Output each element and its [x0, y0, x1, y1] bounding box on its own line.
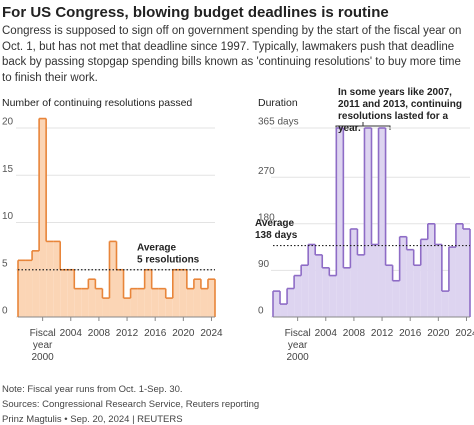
bar [350, 228, 358, 317]
bar [95, 288, 103, 317]
bar [18, 260, 26, 317]
y-tick-label: 90 [258, 259, 270, 270]
bar [46, 241, 54, 317]
x-tick-label: 2008 [342, 328, 366, 339]
bar [329, 275, 337, 317]
bar [315, 254, 323, 317]
chart-title: Duration [258, 97, 298, 109]
x-tick-label: 2020 [172, 328, 195, 339]
bar [273, 291, 281, 317]
bar [172, 269, 180, 317]
y-tick-label: 0 [2, 306, 8, 317]
bar [392, 280, 400, 317]
bar [53, 241, 61, 317]
bar [102, 298, 110, 317]
bar [179, 269, 187, 317]
bar [343, 267, 351, 317]
average-label: 138 days [255, 230, 298, 241]
byline: Prinz Magtulis • Sep. 20, 2024 | REUTERS [2, 414, 183, 425]
bar [413, 265, 421, 317]
bar [165, 298, 173, 317]
bar [371, 244, 379, 317]
y-tick-label: 10 [2, 211, 14, 222]
x-tick-label: Fiscal year 2000 [29, 328, 56, 363]
x-tick-label: Fiscal year 2000 [284, 328, 311, 363]
y-tick-label: 0 [258, 306, 264, 317]
x-tick-label: 2004 [314, 328, 337, 339]
average-label: 5 resolutions [137, 254, 200, 265]
bar [378, 128, 386, 317]
title: For US Congress, blowing budget deadline… [2, 4, 389, 21]
y-tick-label: 270 [258, 166, 275, 177]
note: Note: Fiscal year runs from Oct. 1-Sep. … [2, 384, 183, 395]
bar [25, 260, 33, 317]
y-tick-label: 15 [2, 164, 14, 175]
bar [39, 118, 47, 317]
bar [123, 298, 131, 317]
annotation: In some years like 2007, 2011 and 2013, … [338, 87, 462, 134]
bar [88, 279, 96, 317]
bar [32, 250, 40, 317]
x-tick-label: 2016 [144, 328, 167, 339]
bar [357, 254, 365, 317]
bar [301, 265, 309, 317]
bar [158, 288, 166, 317]
y-tick-label: 5 [2, 258, 8, 269]
x-tick-label: 2024 [455, 328, 474, 339]
bar [441, 291, 449, 317]
x-tick-label: 2012 [370, 328, 394, 339]
x-tick-label: 2012 [115, 328, 139, 339]
x-tick-label: 2004 [59, 328, 82, 339]
average-label: Average [255, 218, 295, 229]
bar [336, 128, 344, 317]
bar [144, 269, 152, 317]
average-label: Average [137, 242, 177, 253]
bar [207, 279, 215, 317]
bar [193, 279, 201, 317]
subtitle: Congress is supposed to sign off on gove… [2, 25, 462, 84]
bar [294, 275, 302, 317]
bar [399, 236, 407, 317]
bar [287, 288, 295, 317]
bar [322, 267, 330, 317]
y-tick-label: 365 days [258, 117, 299, 128]
bar [420, 239, 428, 317]
bar [385, 265, 393, 317]
chart-title: Number of continuing resolutions passed [2, 97, 193, 109]
y-tick-label: 180 [258, 212, 275, 223]
bar [116, 269, 124, 317]
x-tick-label: 2024 [200, 328, 223, 339]
bar [280, 304, 288, 317]
x-tick-label: 2008 [87, 328, 111, 339]
bar [434, 244, 442, 317]
sources: Sources: Congressional Research Service,… [2, 399, 260, 410]
bar [455, 223, 463, 317]
bar [137, 288, 145, 317]
bar [427, 223, 435, 317]
bar [67, 269, 75, 317]
bar [60, 269, 68, 317]
bar [130, 288, 138, 317]
bar [186, 288, 194, 317]
bar [406, 249, 414, 317]
y-tick-label: 20 [2, 117, 14, 128]
x-tick-label: 2020 [427, 328, 450, 339]
bar [81, 288, 89, 317]
bar [109, 241, 117, 317]
bar [308, 244, 316, 317]
bar [200, 288, 208, 317]
bar [462, 228, 470, 317]
bar [151, 288, 159, 317]
bar [448, 247, 456, 317]
bar [364, 128, 372, 317]
x-tick-label: 2016 [399, 328, 422, 339]
bar [74, 288, 82, 317]
